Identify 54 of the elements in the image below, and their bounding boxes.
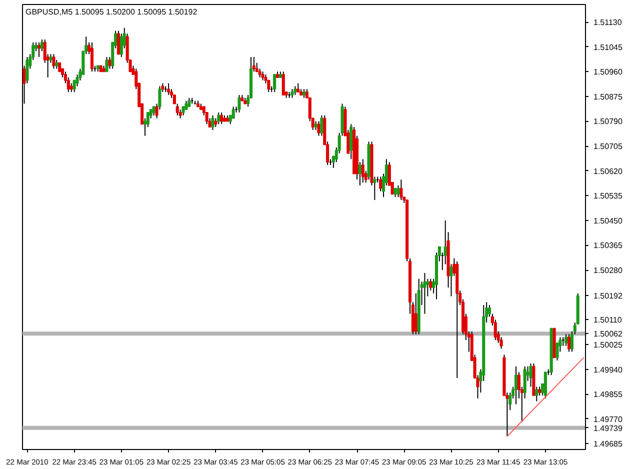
y-tick-label: 1.50192 [594, 292, 623, 301]
y-tick-label: 1.50960 [594, 68, 623, 77]
candlestick [282, 71, 285, 96]
candlestick [350, 124, 353, 160]
candlestick [52, 54, 56, 70]
ref-line-label: 1.49739 [594, 424, 623, 433]
candlestick [361, 158, 364, 183]
candlestick [273, 74, 276, 93]
y-tick-label: 1.49685 [594, 440, 623, 449]
candlestick [423, 272, 426, 314]
candlestick [514, 366, 518, 405]
y-tick-label: 1.50450 [594, 216, 623, 226]
candlestick [37, 42, 41, 58]
candlestick [426, 278, 430, 297]
candlestick [211, 114, 214, 130]
y-tick-label: 1.50280 [594, 266, 623, 276]
y-tick-label: 1.49770 [594, 414, 623, 424]
candlestick [535, 386, 538, 402]
y-tick-label: 1.51045 [594, 42, 623, 52]
candlestick [564, 334, 568, 346]
y-tick-label: 1.51130 [594, 18, 622, 28]
y-tick-label: 1.50025 [594, 340, 623, 350]
candlestick [567, 334, 571, 352]
candlestick [167, 82, 170, 96]
candlestick [105, 56, 108, 72]
candlestick [108, 56, 112, 70]
y-tick-label: 1.50365 [594, 241, 623, 250]
candlestick [317, 120, 320, 136]
candlestick [529, 362, 532, 388]
candlestick [379, 176, 382, 192]
candlestick [358, 162, 362, 186]
candlestick [116, 30, 120, 55]
candlestick [90, 42, 94, 72]
y-tick-label: 1.49940 [594, 365, 623, 374]
candlestick [373, 176, 376, 201]
candlestick [396, 184, 400, 198]
y-tick-label: 1.50705 [594, 142, 623, 152]
candlestick [217, 112, 220, 125]
candlestick [232, 106, 235, 119]
y-tick-label: 1.50620 [594, 166, 623, 176]
y-tick-label: 1.50875 [594, 92, 623, 102]
candlestick [414, 292, 418, 335]
candlestick [544, 372, 547, 399]
y-tick-label: 1.49855 [594, 390, 623, 400]
chart-title: GBPUSD,M5 1.50095 1.50200 1.50095 1.50192 [26, 8, 198, 16]
ref-line-label: 1.50062 [594, 330, 623, 339]
y-tick-label: 1.50535 [594, 192, 623, 201]
y-tick-label: 1.50110 [594, 316, 622, 325]
candlestick [220, 112, 224, 125]
candlestick [400, 179, 403, 201]
candlestick [320, 114, 324, 136]
candlestick [252, 56, 256, 72]
y-tick-label: 1.50790 [594, 117, 623, 126]
candlestick [238, 94, 241, 113]
